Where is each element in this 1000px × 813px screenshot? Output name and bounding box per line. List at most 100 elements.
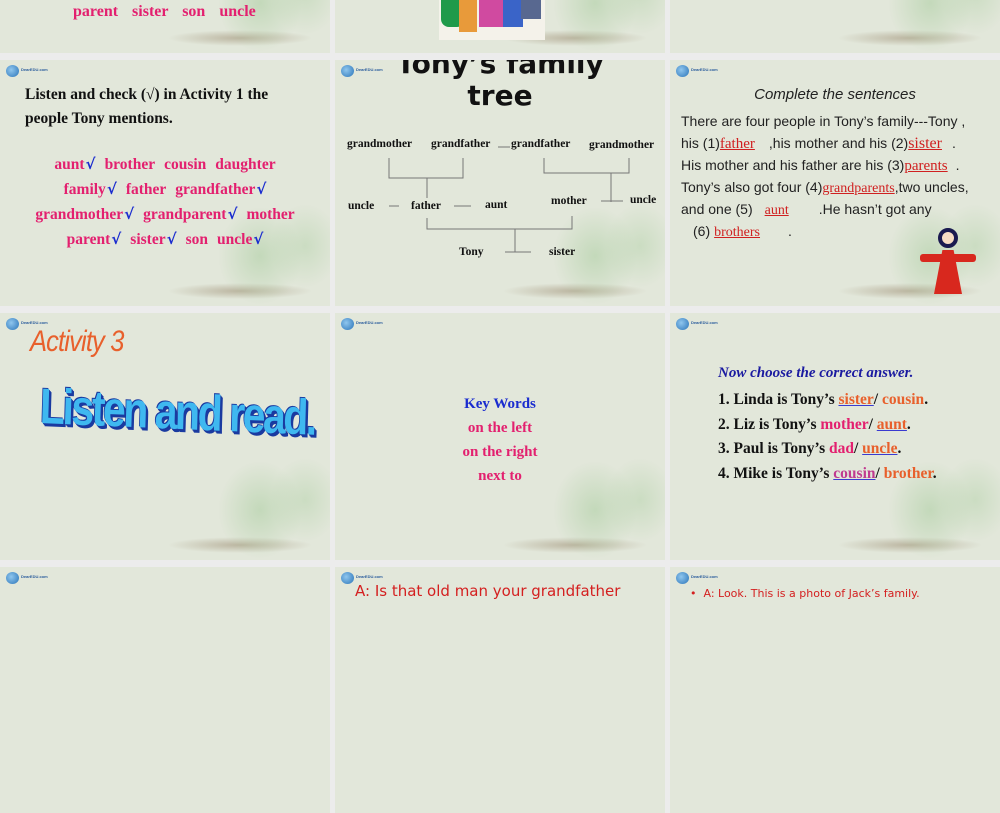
node-grandmother: grandmother [347, 138, 413, 150]
slide-key-words[interactable]: DearEDU.com Key Words on the left on the… [335, 313, 665, 560]
word: sister [130, 231, 166, 248]
logo: DearEDU.com [6, 572, 50, 584]
question-text: 1. Linda is Tony’s [718, 391, 839, 408]
node-sister: sister [549, 246, 576, 258]
slide-family-tree[interactable]: DearEDU.com Tony’s family tree grandmothe… [335, 60, 665, 306]
slide-title: Tony’s family tree [396, 60, 604, 112]
word: mother [246, 206, 295, 223]
slide-dialogue[interactable]: DearEDU.com A: Is that old man your gran… [335, 567, 665, 813]
logo: DearEDU.com [341, 65, 385, 77]
dialogue-line: A: Is that old man your grandfather [355, 582, 621, 600]
logo: DearEDU.com [676, 572, 720, 584]
girl-illustration [920, 228, 976, 298]
word: family [63, 181, 106, 198]
check-icon: √ [166, 230, 177, 248]
answer-aunt: aunt [764, 203, 789, 218]
check-icon: √ [256, 180, 267, 198]
slide-thumb[interactable] [670, 0, 1000, 53]
slide-complete-sentences[interactable]: DearEDU.com Complete the sentences There… [670, 60, 1000, 306]
slide-thumb[interactable]: parent sister son uncle [0, 0, 330, 53]
node-grandfather: grandfather [431, 138, 491, 150]
option-b[interactable]: cousin [881, 391, 925, 408]
answer-item: 2. Liz is Tony’s mother/ aunt. [718, 415, 911, 433]
tree-lines [388, 146, 630, 253]
question-text: 2. Liz is Tony’s [718, 415, 821, 433]
sentence-line: and one (5) aunt .He hasn’t got any [681, 201, 932, 218]
slide-activity-3[interactable]: DearEDU.com Activity 3 Listen and read. [0, 313, 330, 560]
question-text: 3. Paul is Tony’s [718, 440, 829, 457]
key-words-block: Key Words on the left on the right next … [335, 392, 665, 488]
option-a[interactable]: mother [820, 415, 869, 433]
node-tony: Tony [459, 246, 484, 258]
wordart-title: Listen and read. [39, 378, 316, 446]
word-row: aunt√ brother cousin daughter [0, 152, 330, 177]
answer-parents: parents [904, 158, 948, 174]
key-word: on the left [467, 420, 533, 436]
sentence-line: Tony’s also got four (4)grandparents,two… [681, 179, 969, 196]
answer-father: father [719, 136, 755, 152]
key-word: next to [478, 468, 522, 484]
slide-thumb[interactable] [335, 0, 665, 53]
check-icon: √ [111, 230, 122, 248]
word: grandfather [175, 181, 256, 198]
key-word: on the right [462, 444, 538, 460]
word: parent [73, 3, 119, 20]
answer-item: 1. Linda is Tony’s sister/ cousin. [718, 391, 929, 408]
option-b[interactable]: uncle [862, 440, 898, 457]
slide-dialogue[interactable]: DearEDU.com • A: Look. This is a photo o… [670, 567, 1000, 813]
slide-thumb[interactable]: DearEDU.com [0, 567, 330, 813]
word-row: family√ father grandfather√ [0, 177, 330, 202]
check-icon: √ [124, 205, 135, 223]
logo: DearEDU.com [676, 65, 720, 77]
slide-title: Now choose the correct answer. [718, 365, 914, 381]
option-b[interactable]: aunt [876, 415, 907, 433]
word-row: parent√ sister√ son uncle√ [0, 227, 330, 252]
word: cousin [164, 156, 207, 173]
check-icon: √ [253, 230, 264, 248]
family-picture [439, 0, 545, 40]
logo: DearEDU.com [6, 318, 50, 330]
logo: DearEDU.com [341, 572, 385, 584]
sentence-line: His mother and his father are his (3)par… [681, 157, 960, 174]
word: son [182, 3, 206, 20]
scenery-decoration [130, 450, 330, 560]
key-words-title: Key Words [464, 396, 536, 412]
logo: DearEDU.com [341, 318, 385, 330]
answer-item: 3. Paul is Tony’s dad/ uncle. [718, 440, 902, 457]
slide-title: Listen and check (√) in Activity 1 the pe… [25, 86, 269, 127]
option-a[interactable]: dad [828, 440, 854, 457]
word: son [185, 231, 209, 248]
word: uncle [217, 231, 253, 248]
option-a[interactable]: cousin [833, 464, 876, 482]
option-a[interactable]: sister [838, 391, 874, 408]
question-text: 4. Mike is Tony’s [718, 464, 834, 482]
node-aunt: aunt [485, 199, 508, 211]
check-icon: √ [106, 180, 117, 198]
word-row: grandmother√ grandparent√ mother [0, 202, 330, 227]
answer-sister: sister [908, 135, 942, 152]
logo: DearEDU.com [676, 318, 720, 330]
word-list: aunt√ brother cousin daughter family√ father g… [0, 152, 330, 252]
word: sister [132, 3, 169, 20]
slide-title: Complete the sentences [754, 86, 916, 103]
slide-choose-answer[interactable]: DearEDU.com Now choose the correct answe… [670, 313, 1000, 560]
node-father: father [411, 200, 442, 212]
activity-title: Activity 3 [30, 325, 124, 358]
word-row: parent sister son uncle [73, 3, 256, 21]
option-b[interactable]: brother [883, 464, 933, 482]
slide-listen-check[interactable]: DearEDU.com Listen and check (√) in Acti… [0, 60, 330, 306]
dialogue-line: • A: Look. This is a photo of Jack’s fam… [690, 587, 920, 600]
answer-item: 4. Mike is Tony’s cousin/ brother. [718, 464, 937, 482]
word: uncle [219, 3, 256, 20]
sentence-line: There are four people in Tony’s family--… [681, 113, 966, 129]
node-mother: mother [551, 195, 587, 207]
word: parent [66, 231, 111, 248]
sentence-line: (6) brothers. [693, 223, 792, 240]
word: aunt [54, 156, 85, 173]
check-icon: √ [227, 205, 238, 223]
answer-grandparents: grandparents [822, 181, 895, 196]
node-grandmother: grandmother [589, 139, 655, 151]
word: grandparent [143, 206, 227, 223]
word: brother [104, 156, 156, 173]
node-grandfather: grandfather [511, 138, 571, 150]
